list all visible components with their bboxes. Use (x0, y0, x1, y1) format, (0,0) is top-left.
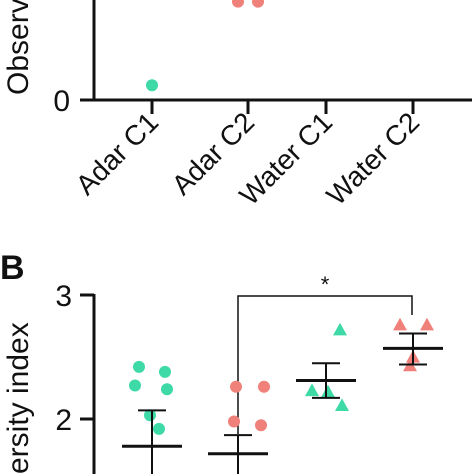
panel-a-points (146, 0, 264, 92)
panel-b-y-ticks: 23 (55, 280, 94, 437)
panel-b-point-1-2 (228, 415, 240, 428)
panel-a-point-0-0 (146, 79, 158, 92)
panel-b-point-2-3 (335, 398, 349, 411)
panel-b-point-0-2 (129, 379, 141, 392)
panel-b: B ersity index 23 * (0, 249, 443, 474)
panel-b-letter: B (0, 249, 25, 287)
panel-b-y-axis-label: ersity index (2, 322, 35, 474)
panel-b-y-tick-label-1: 3 (55, 280, 72, 313)
panel-a-point-1-1 (252, 0, 264, 8)
panel-b-point-1-0 (230, 380, 242, 393)
panel-b-point-3-1 (420, 317, 434, 331)
panel-b-point-0-5 (153, 422, 165, 435)
panel-b-y-tick-label-0: 2 (55, 404, 72, 437)
panel-a-y-tick-label-0: 0 (53, 85, 70, 118)
panel-b-point-0-3 (161, 383, 173, 396)
panel-b-point-1-3 (255, 419, 267, 432)
panel-a-x-tick-label-3: Water C2 (320, 106, 425, 211)
panel-b-points (129, 317, 434, 435)
panel-b-point-2-0 (333, 322, 347, 336)
significance-line (237, 295, 413, 434)
panel-b-point-2-2 (321, 384, 335, 398)
panel-b-point-0-0 (133, 360, 145, 373)
significance-star: * (321, 272, 330, 297)
panel-b-point-3-0 (393, 317, 407, 331)
panel-b-point-2-1 (305, 383, 319, 397)
panel-a-y-axis-label: Observ (2, 0, 35, 95)
panel-a-x-tick-label-0: Adar C1 (70, 106, 165, 201)
panel-b-point-1-1 (258, 380, 270, 393)
significance-bracket: * (237, 272, 413, 434)
panel-b-mean-sem (122, 332, 443, 474)
panel-a-point-1-0 (232, 0, 244, 8)
panel-b-point-0-1 (159, 365, 171, 378)
